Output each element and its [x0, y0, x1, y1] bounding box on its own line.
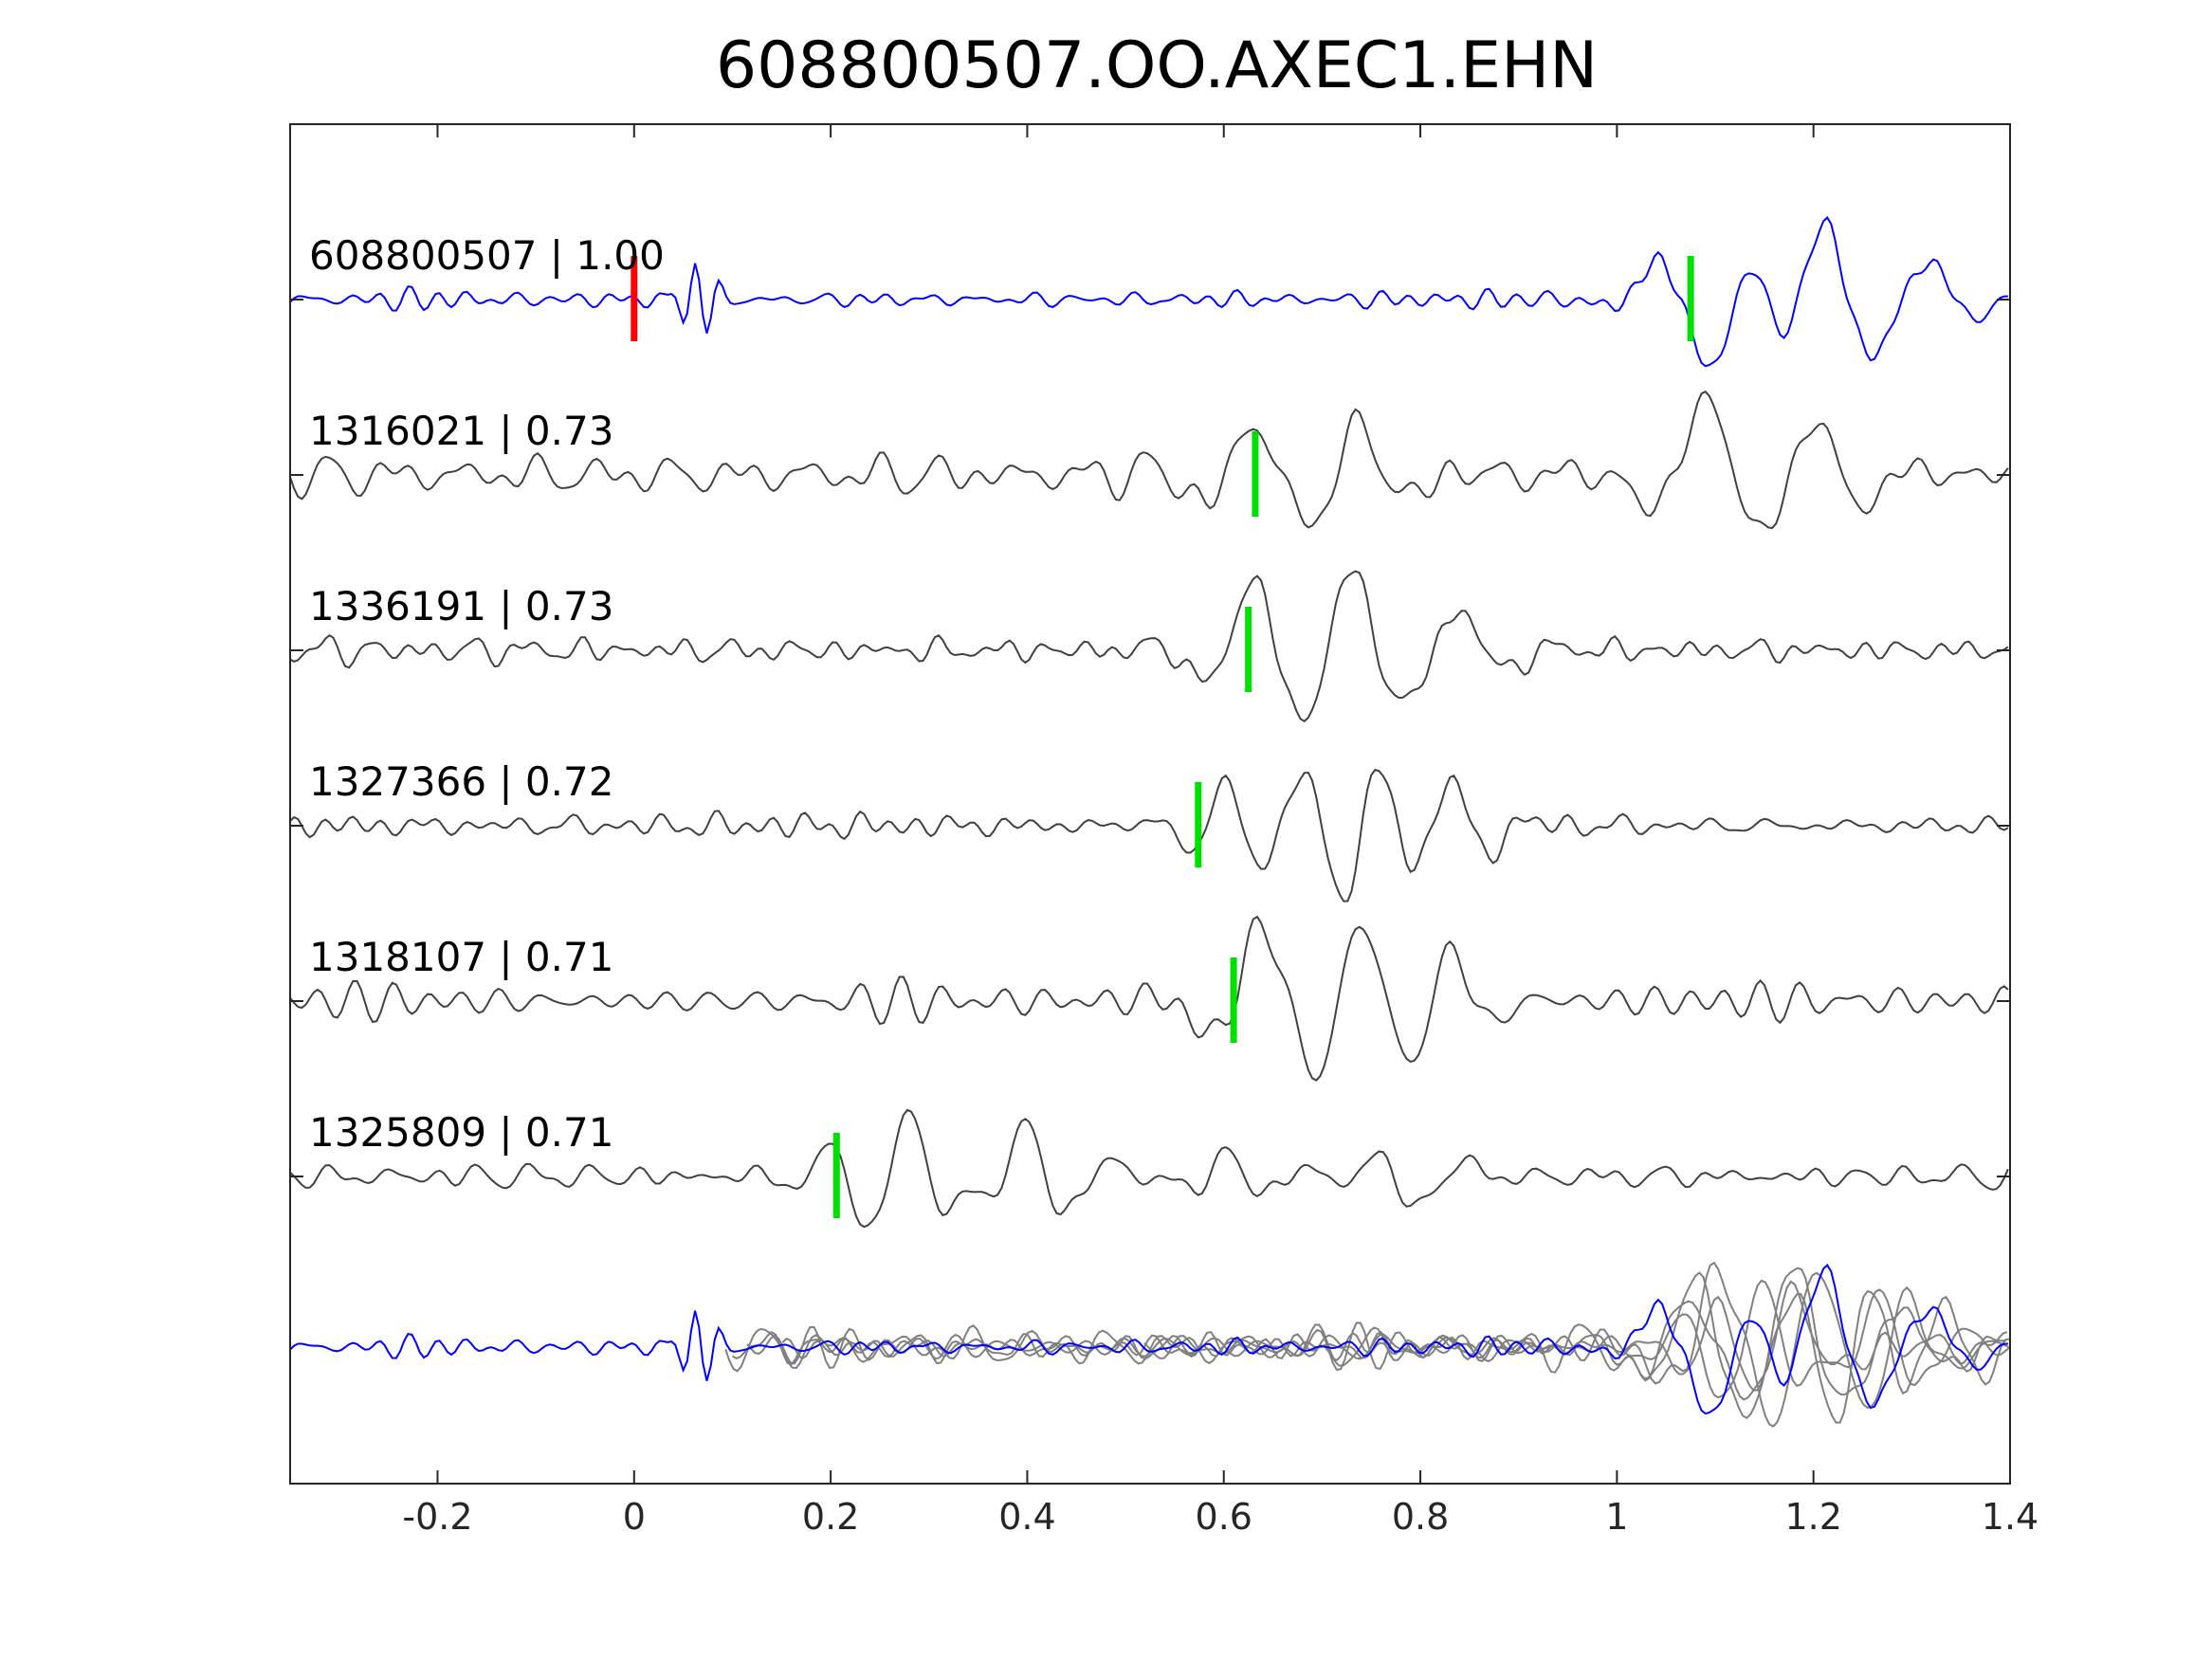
trace-label-1325809: 1325809 | 0.71 — [309, 1109, 613, 1156]
overlay-trace-1327366 — [781, 1289, 2010, 1424]
trace-label-1318107: 1318107 | 0.71 — [309, 934, 613, 980]
chart-title: 608800507.OO.AXEC1.EHN — [716, 28, 1598, 103]
x-tick-label: 1.2 — [1784, 1496, 1841, 1538]
trace-label-608800507: 608800507 | 1.00 — [309, 232, 665, 279]
trace-labels: 608800507 | 1.00 1316021 | 0.73 1336191 | … — [309, 232, 665, 1156]
x-tick-label: 0.6 — [1196, 1496, 1252, 1538]
traces-layer — [289, 215, 2010, 1229]
plot-frame — [289, 123, 2011, 1485]
trace-label-1316021: 1316021 | 0.73 — [309, 408, 613, 454]
x-tick-label: 0 — [623, 1496, 646, 1538]
trace-line-1318107 — [289, 915, 2009, 1082]
trace-line-1336191 — [289, 570, 2009, 723]
trace-label-1327366: 1327366 | 0.72 — [309, 758, 613, 805]
x-tick-label: 1.4 — [1982, 1496, 2038, 1538]
trace-line-1325809 — [289, 1108, 2009, 1229]
trace-line-608800507 — [289, 215, 2008, 368]
x-tick-label: 0.8 — [1392, 1496, 1449, 1538]
x-axis: -0.2 0 0.2 0.4 0.6 0.8 1 1.2 1.4 — [402, 124, 2038, 1538]
x-tick-label: 1 — [1605, 1496, 1628, 1538]
picks-layer — [631, 256, 1694, 1218]
trace-line-1316021 — [289, 390, 2009, 530]
overlay-trace-1318107 — [746, 1261, 2010, 1428]
overlay-trace-1325809 — [1143, 1279, 2010, 1399]
trace-label-1336191: 1336191 | 0.73 — [309, 583, 613, 629]
x-tick-label: 0.4 — [998, 1496, 1055, 1538]
overlay-template-trace — [289, 1263, 2008, 1415]
overlay-layer — [289, 1261, 2010, 1428]
x-tick-label: 0.2 — [802, 1496, 859, 1538]
trace-line-1327366 — [289, 768, 2009, 902]
x-tick-label: -0.2 — [402, 1496, 472, 1538]
